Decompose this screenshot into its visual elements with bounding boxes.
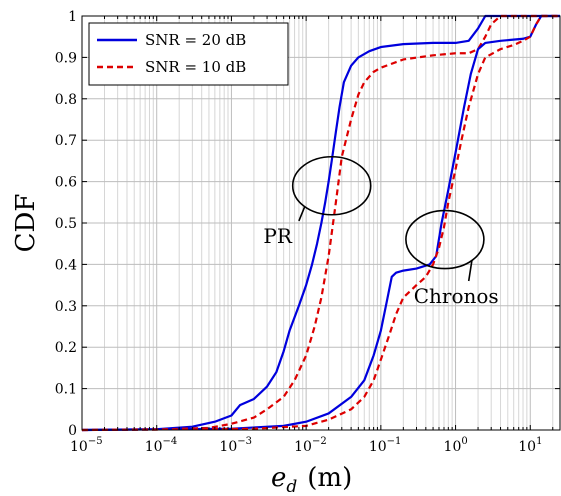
y-tick-label: 0.2 <box>55 340 77 356</box>
legend-box <box>88 22 289 86</box>
series-line-pr-20db <box>81 14 560 432</box>
x-tick-label-exponent: −2 <box>312 436 327 447</box>
y-tick-label: 0.8 <box>55 92 77 108</box>
y-tick-label: 0.9 <box>55 50 77 66</box>
series-line-chronos-20db <box>81 14 560 432</box>
x-tick-label-base: 10 <box>219 439 237 455</box>
x-tick-label: 101 <box>518 436 542 455</box>
y-tick-label: 0.3 <box>55 299 77 315</box>
pr-ellipse <box>291 155 372 216</box>
chronos-label: Chronos <box>414 284 499 308</box>
annotations: PR Chronos <box>263 155 499 308</box>
x-axis-label: ed (m) <box>271 463 352 496</box>
x-tick-label-base: 10 <box>145 439 163 455</box>
x-tick-label: 10−3 <box>219 436 252 455</box>
x-tick-label-exponent: −1 <box>387 436 402 447</box>
y-tick-label: 1 <box>68 9 77 25</box>
chronos-pointer <box>467 260 473 282</box>
x-tick-label-base: 10 <box>518 439 536 455</box>
legend-label: SNR = 10 dB <box>145 58 246 76</box>
x-tick-label-exponent: 1 <box>536 436 542 447</box>
x-tick-label: 10−4 <box>145 436 178 455</box>
y-tick-label: 0 <box>68 423 77 439</box>
pr-label: PR <box>263 224 292 248</box>
y-tick-label: 0.4 <box>55 257 77 273</box>
x-tick-label-base: 10 <box>369 439 387 455</box>
y-tick-label: 0.5 <box>55 216 77 232</box>
x-tick-label: 10−5 <box>70 436 103 455</box>
x-tick-label: 10−1 <box>369 436 402 455</box>
pr-pointer <box>298 206 306 222</box>
series-lines <box>81 14 560 432</box>
x-axis-label-main: e <box>271 463 286 493</box>
series-line-pr-10db <box>81 14 560 432</box>
x-tick-label-base: 10 <box>444 439 462 455</box>
legend-label: SNR = 20 dB <box>145 31 246 49</box>
x-tick-label-exponent: −5 <box>88 436 103 447</box>
x-tick-label: 10−2 <box>294 436 327 455</box>
legend: SNR = 20 dB SNR = 10 dB <box>88 22 289 86</box>
chronos-ellipse <box>405 209 485 270</box>
y-axis-label: CDF <box>11 194 41 253</box>
x-tick-label-exponent: −4 <box>163 436 178 447</box>
x-tick-label-base: 10 <box>70 439 88 455</box>
x-tick-label-exponent: −3 <box>237 436 252 447</box>
x-axis-label-subscript: d <box>286 477 297 496</box>
x-tick-label-exponent: 0 <box>461 436 467 447</box>
axis-ticks: 10−5 10−4 10−3 10−2 10−1 100 10100.10.20.30.40… <box>55 9 560 455</box>
x-tick-label: 100 <box>444 436 468 455</box>
x-tick-label-base: 10 <box>294 439 312 455</box>
series-line-chronos-10db <box>81 14 560 432</box>
y-tick-label: 0.1 <box>55 382 77 398</box>
y-tick-label: 0.6 <box>55 175 77 191</box>
y-tick-label: 0.7 <box>55 133 77 149</box>
x-axis-label-unit: (m) <box>307 463 352 493</box>
